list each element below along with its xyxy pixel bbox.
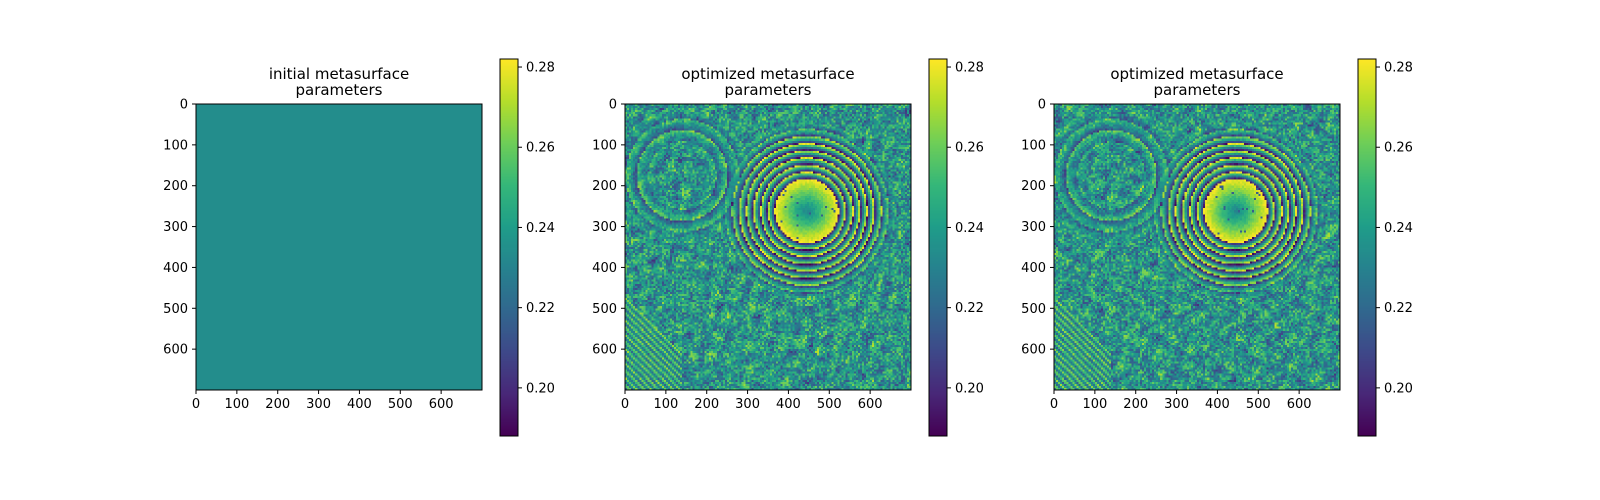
y-tick-label: 100 xyxy=(1021,138,1046,153)
chart-title-line: optimized metasurface xyxy=(1110,65,1283,83)
x-tick-label: 300 xyxy=(306,397,331,412)
y-tick-label: 200 xyxy=(1021,179,1046,194)
heatmap-image xyxy=(196,104,482,390)
chart-title-line: optimized metasurface xyxy=(681,65,854,83)
x-tick-label: 200 xyxy=(1123,397,1148,412)
colorbar-tick-label: 0.26 xyxy=(526,141,555,156)
x-tick-label: 200 xyxy=(265,397,290,412)
x-tick-label: 600 xyxy=(1287,397,1312,412)
y-tick-label: 400 xyxy=(592,261,617,276)
x-tick-label: 300 xyxy=(1164,397,1189,412)
colorbar-gradient xyxy=(500,59,518,436)
colorbar-frame xyxy=(928,58,948,437)
axes-frame xyxy=(195,103,483,391)
y-tick-label: 100 xyxy=(163,138,188,153)
heatmap-image xyxy=(625,104,911,390)
chart-title-line: parameters xyxy=(295,81,382,99)
y-tick-label: 0 xyxy=(609,98,617,113)
heatmap-image xyxy=(1054,104,1340,390)
y-tick-label: 300 xyxy=(163,220,188,235)
colorbar-tick-label: 0.26 xyxy=(1384,141,1413,156)
y-tick-label: 0 xyxy=(180,98,188,113)
x-tick-label: 0 xyxy=(1050,397,1058,412)
y-tick-label: 400 xyxy=(163,261,188,276)
y-tick-label: 400 xyxy=(1021,261,1046,276)
colorbar-gradient xyxy=(929,59,947,436)
y-tick-label: 200 xyxy=(592,179,617,194)
axes-frame xyxy=(624,103,912,391)
colorbar-tick-label: 0.20 xyxy=(955,381,984,396)
y-tick-label: 200 xyxy=(163,179,188,194)
x-tick-label: 0 xyxy=(621,397,629,412)
colorbar-frame xyxy=(1357,58,1377,437)
x-tick-label: 400 xyxy=(347,397,372,412)
axes-frame xyxy=(1053,103,1341,391)
colorbar-tick-label: 0.22 xyxy=(526,301,555,316)
x-tick-label: 100 xyxy=(1082,397,1107,412)
y-tick-label: 0 xyxy=(1038,98,1046,113)
x-tick-label: 0 xyxy=(192,397,200,412)
colorbar-tick-label: 0.24 xyxy=(955,221,984,236)
colorbar-tick-label: 0.20 xyxy=(526,381,555,396)
x-tick-label: 400 xyxy=(776,397,801,412)
colorbar-tick-label: 0.28 xyxy=(1384,61,1413,76)
y-tick-label: 100 xyxy=(592,138,617,153)
colorbar-tick-label: 0.24 xyxy=(526,221,555,236)
colorbar-tick-label: 0.22 xyxy=(1384,301,1413,316)
x-tick-label: 200 xyxy=(694,397,719,412)
colorbar-tick-label: 0.22 xyxy=(955,301,984,316)
colorbar-frame xyxy=(499,58,519,437)
x-tick-label: 500 xyxy=(1246,397,1271,412)
y-tick-label: 500 xyxy=(163,302,188,317)
colorbar-tick-label: 0.28 xyxy=(955,61,984,76)
x-tick-label: 300 xyxy=(735,397,760,412)
y-tick-label: 600 xyxy=(1021,343,1046,358)
colorbar-tick-label: 0.28 xyxy=(526,61,555,76)
chart-title-line: initial metasurface xyxy=(269,65,409,83)
y-tick-label: 300 xyxy=(592,220,617,235)
colorbar-tick-label: 0.24 xyxy=(1384,221,1413,236)
x-tick-label: 600 xyxy=(858,397,883,412)
colorbar-gradient xyxy=(1358,59,1376,436)
chart-title-line: parameters xyxy=(724,81,811,99)
y-tick-label: 300 xyxy=(1021,220,1046,235)
colorbar-tick-label: 0.20 xyxy=(1384,381,1413,396)
chart-title-line: parameters xyxy=(1153,81,1240,99)
y-tick-label: 500 xyxy=(592,302,617,317)
x-tick-label: 500 xyxy=(388,397,413,412)
x-tick-label: 400 xyxy=(1205,397,1230,412)
x-tick-label: 100 xyxy=(653,397,678,412)
colorbar-tick-label: 0.26 xyxy=(955,141,984,156)
x-tick-label: 600 xyxy=(429,397,454,412)
y-tick-label: 600 xyxy=(163,343,188,358)
x-tick-label: 100 xyxy=(224,397,249,412)
y-tick-label: 500 xyxy=(1021,302,1046,317)
y-tick-label: 600 xyxy=(592,343,617,358)
x-tick-label: 500 xyxy=(817,397,842,412)
